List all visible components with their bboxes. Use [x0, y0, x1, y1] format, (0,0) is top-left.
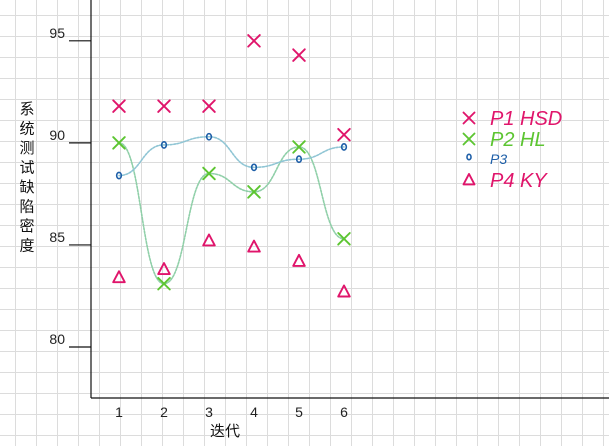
legend-marker — [466, 153, 472, 161]
data-point — [157, 276, 171, 291]
data-point — [337, 127, 351, 142]
data-point — [202, 166, 216, 181]
data-point — [157, 99, 171, 113]
data-point — [247, 239, 261, 253]
data-point — [160, 140, 168, 149]
data-point — [112, 136, 126, 150]
x-tick-label: 3 — [205, 404, 213, 420]
data-point — [292, 140, 306, 154]
y-tick-label: 90 — [49, 127, 65, 143]
y-tick-label: 85 — [49, 229, 65, 245]
y-tick-label: 95 — [49, 25, 65, 41]
data-point — [205, 132, 213, 141]
legend-label: P1 HSD — [490, 108, 562, 130]
data-point — [337, 232, 351, 246]
legend-marker — [462, 173, 476, 186]
data-point — [247, 185, 261, 199]
data-point — [202, 233, 216, 247]
data-point — [115, 171, 123, 180]
data-point — [295, 155, 303, 164]
y-tick-label: 80 — [49, 331, 65, 347]
data-point — [292, 48, 306, 62]
y-axis-title: 系统测试缺陷密度 — [19, 100, 34, 255]
legend-label: P3 — [490, 151, 507, 167]
x-tick-label: 5 — [295, 404, 303, 420]
trend-line — [118, 142, 345, 285]
data-point — [337, 284, 351, 298]
data-point — [292, 253, 306, 267]
legend-label: P4 KY — [490, 170, 548, 192]
data-point — [340, 143, 348, 151]
data-point — [112, 270, 126, 284]
legend-marker — [462, 111, 476, 125]
data-point — [250, 163, 258, 172]
axes — [90, 0, 609, 399]
data-markers — [112, 34, 351, 298]
data-point — [247, 34, 261, 48]
x-tick-label: 1 — [115, 404, 123, 420]
y-ticks: 80 85 90 95 — [49, 25, 91, 348]
data-point — [112, 99, 126, 113]
data-point — [157, 262, 171, 276]
x-ticks: 1 2 3 4 5 6 — [115, 404, 348, 420]
data-point — [202, 99, 216, 113]
x-tick-label: 6 — [340, 404, 348, 420]
x-axis-title: 迭代 — [210, 422, 240, 440]
legend-label: P2 HL — [490, 129, 546, 151]
x-tick-label: 4 — [250, 404, 258, 420]
legend-marker — [462, 132, 476, 146]
trend-lines — [118, 135, 345, 285]
x-tick-label: 2 — [160, 404, 168, 420]
